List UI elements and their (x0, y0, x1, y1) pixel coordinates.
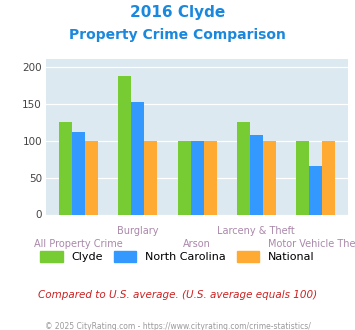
Text: Burglary: Burglary (117, 226, 159, 236)
Text: Property Crime Comparison: Property Crime Comparison (69, 28, 286, 42)
Text: Motor Vehicle Theft: Motor Vehicle Theft (268, 239, 355, 249)
Text: Compared to U.S. average. (U.S. average equals 100): Compared to U.S. average. (U.S. average … (38, 290, 317, 300)
Bar (322, 141, 335, 214)
Bar (250, 135, 263, 214)
Bar (144, 141, 157, 214)
Bar (296, 141, 309, 214)
Bar (59, 122, 72, 214)
Text: Arson: Arson (183, 239, 211, 249)
Legend: Clyde, North Carolina, National: Clyde, North Carolina, National (36, 247, 319, 267)
Bar (309, 167, 322, 214)
Bar (131, 102, 144, 214)
Text: © 2025 CityRating.com - https://www.cityrating.com/crime-statistics/: © 2025 CityRating.com - https://www.city… (45, 322, 310, 330)
Bar (118, 76, 131, 214)
Text: 2016 Clyde: 2016 Clyde (130, 5, 225, 20)
Bar (203, 141, 217, 214)
Bar (263, 141, 276, 214)
Bar (85, 141, 98, 214)
Text: All Property Crime: All Property Crime (34, 239, 123, 249)
Bar (237, 122, 250, 214)
Text: Larceny & Theft: Larceny & Theft (217, 226, 295, 236)
Bar (178, 141, 191, 214)
Bar (72, 132, 85, 214)
Bar (191, 141, 203, 214)
